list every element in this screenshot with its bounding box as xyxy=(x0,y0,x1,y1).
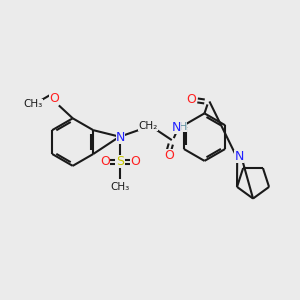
Text: CH₃: CH₃ xyxy=(23,99,43,110)
Text: S: S xyxy=(116,155,124,168)
Text: CH₃: CH₃ xyxy=(111,182,130,192)
Text: CH₂: CH₂ xyxy=(138,121,158,131)
Text: O: O xyxy=(187,93,196,106)
Text: N: N xyxy=(116,130,125,144)
Text: O: O xyxy=(130,155,140,168)
Text: O: O xyxy=(164,149,174,162)
Text: O: O xyxy=(100,155,110,168)
Text: N: N xyxy=(235,150,244,164)
Text: N: N xyxy=(172,121,182,134)
Text: O: O xyxy=(49,92,59,105)
Text: H: H xyxy=(178,122,187,132)
